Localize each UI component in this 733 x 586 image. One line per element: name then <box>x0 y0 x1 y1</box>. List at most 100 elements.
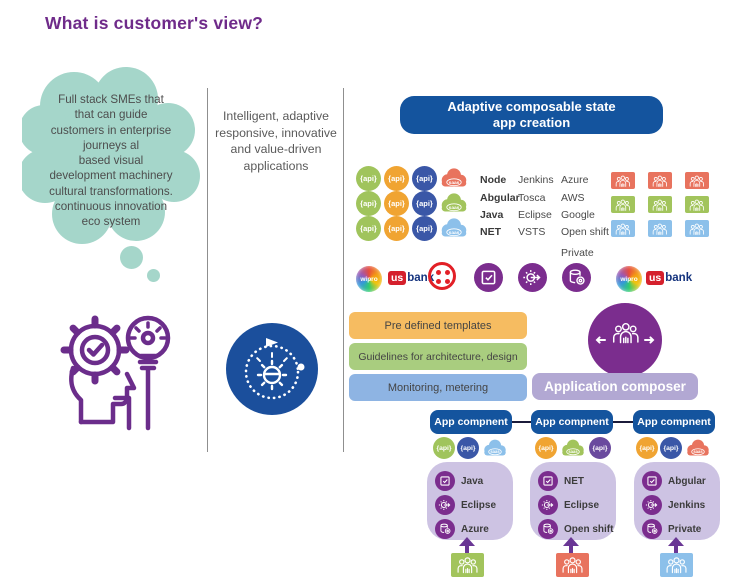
saas-cloud-icon: saas <box>684 437 712 459</box>
component-item-label: Eclipse <box>461 499 497 511</box>
saas-label: saas <box>449 181 460 186</box>
component-box: NET Eclipse Open shift <box>530 462 616 540</box>
saas-label: saas <box>693 449 703 454</box>
saas-label: saas <box>449 231 460 236</box>
api-chip-icon: {api} <box>457 437 479 459</box>
saas-cloud-icon: saas <box>438 165 470 191</box>
divider-line <box>207 88 208 452</box>
wipro-logo: wipro <box>616 266 642 292</box>
up-arrow-icon <box>563 537 579 559</box>
component-item-label: NET <box>564 475 584 487</box>
team-tile-icon <box>611 196 635 213</box>
api-chip-icon: {api} <box>356 166 381 191</box>
header-pill: Adaptive composable state app creation <box>400 96 663 134</box>
connector-line <box>613 421 633 423</box>
thought-bubble-shape <box>22 67 200 244</box>
api-chip-icon: {api} <box>660 437 682 459</box>
stack-name: Abgular <box>480 192 520 204</box>
database-gear-icon <box>562 263 591 292</box>
database-gear-icon <box>435 519 455 539</box>
checkbox-icon <box>538 471 558 491</box>
bubble-text: Full stack SMEs that that can guide cust… <box>49 93 173 229</box>
team-tile-icon <box>648 196 672 213</box>
saas-label: saas <box>490 449 500 454</box>
database-gear-icon <box>642 519 662 539</box>
composer-team-icon <box>588 303 662 377</box>
api-chip-icon: {api} <box>384 191 409 216</box>
wipro-label: wipro <box>360 275 378 283</box>
stack-name: Java <box>480 209 504 221</box>
team-tile-icon <box>685 196 709 213</box>
team-tile-icon <box>660 553 693 577</box>
component-item-label: Java <box>461 475 484 487</box>
saas-cloud-icon: saas <box>559 437 587 459</box>
saas-cloud-icon: saas <box>481 437 509 459</box>
gear-arrow-icon <box>538 495 558 515</box>
twilio-logo <box>428 262 456 290</box>
database-gear-icon <box>538 519 558 539</box>
process-cycle-icon <box>226 323 318 415</box>
stack-cloud: Google <box>561 209 595 221</box>
team-tile-icon <box>611 220 635 237</box>
component-item-label: Private <box>668 523 702 535</box>
capability-pill-templates: Pre defined templates <box>349 312 527 339</box>
checkbox-icon <box>435 471 455 491</box>
stack-cloud: Azure <box>561 174 589 186</box>
usbank-bank: bank <box>407 272 435 284</box>
divider-line <box>343 88 344 452</box>
stack-name: NET <box>480 226 501 238</box>
saas-label: saas <box>568 449 578 454</box>
app-component-pill: App compnent <box>531 410 613 434</box>
component-box: Java Eclipse Azure <box>427 462 513 540</box>
wipro-label: wipro <box>620 275 638 283</box>
saas-cloud-icon: saas <box>438 215 470 241</box>
component-item-label: Abgular <box>668 475 706 487</box>
up-arrow-icon <box>459 537 475 559</box>
gear-arrow-icon <box>435 495 455 515</box>
usbank-logo: us bank <box>646 271 692 285</box>
component-box: Abgular Jenkins Private <box>634 462 720 540</box>
api-chip-icon: {api} <box>589 437 611 459</box>
api-chip-icon: {api} <box>412 191 437 216</box>
component-item-label: Jenkins <box>668 499 706 511</box>
team-tile-icon <box>611 172 635 189</box>
gear-arrow-icon <box>642 495 662 515</box>
usbank-logo: us bank <box>388 271 434 285</box>
team-tile-icon <box>648 220 672 237</box>
thought-bubble-dot-large <box>120 246 143 269</box>
usbank-bank: bank <box>665 272 693 284</box>
team-tile-icon <box>451 553 484 577</box>
stack-tool: Eclipse <box>518 209 552 221</box>
component-item-label: Eclipse <box>564 499 600 511</box>
stack-tool: Tosca <box>518 192 546 204</box>
api-chip-icon: {api} <box>356 191 381 216</box>
usbank-us: us <box>388 271 407 285</box>
private-label: Private <box>561 247 594 259</box>
app-component-pill: App compnent <box>633 410 715 434</box>
thought-bubble-dot-small <box>147 269 160 282</box>
usbank-us: us <box>646 271 665 285</box>
stack-cloud: AWS <box>561 192 585 204</box>
team-tile-icon <box>648 172 672 189</box>
thought-bubble: Full stack SMEs that that can guide cust… <box>22 66 200 248</box>
team-tile-icon <box>556 553 589 577</box>
app-component-pill: App compnent <box>430 410 512 434</box>
connector-line <box>512 421 531 423</box>
page-title: What is customer's view? <box>45 13 264 33</box>
gear-arrow-icon <box>518 263 547 292</box>
api-chip-icon: {api} <box>356 216 381 241</box>
api-chip-icon: {api} <box>412 216 437 241</box>
middle-statement: Intelligent, adaptive responsive, innova… <box>215 109 337 173</box>
component-item-label: Open shift <box>564 523 614 535</box>
saas-label: saas <box>449 206 460 211</box>
api-chip-icon: {api} <box>535 437 557 459</box>
team-tile-icon <box>685 220 709 237</box>
head-gear-bulb-icon <box>60 315 171 431</box>
api-chip-icon: {api} <box>384 216 409 241</box>
team-tile-icon <box>685 172 709 189</box>
application-composer-pill: Application composer <box>532 373 698 400</box>
api-chip-icon: {api} <box>636 437 658 459</box>
stack-cloud: Open shift <box>561 226 609 238</box>
checkbox-icon <box>474 263 503 292</box>
